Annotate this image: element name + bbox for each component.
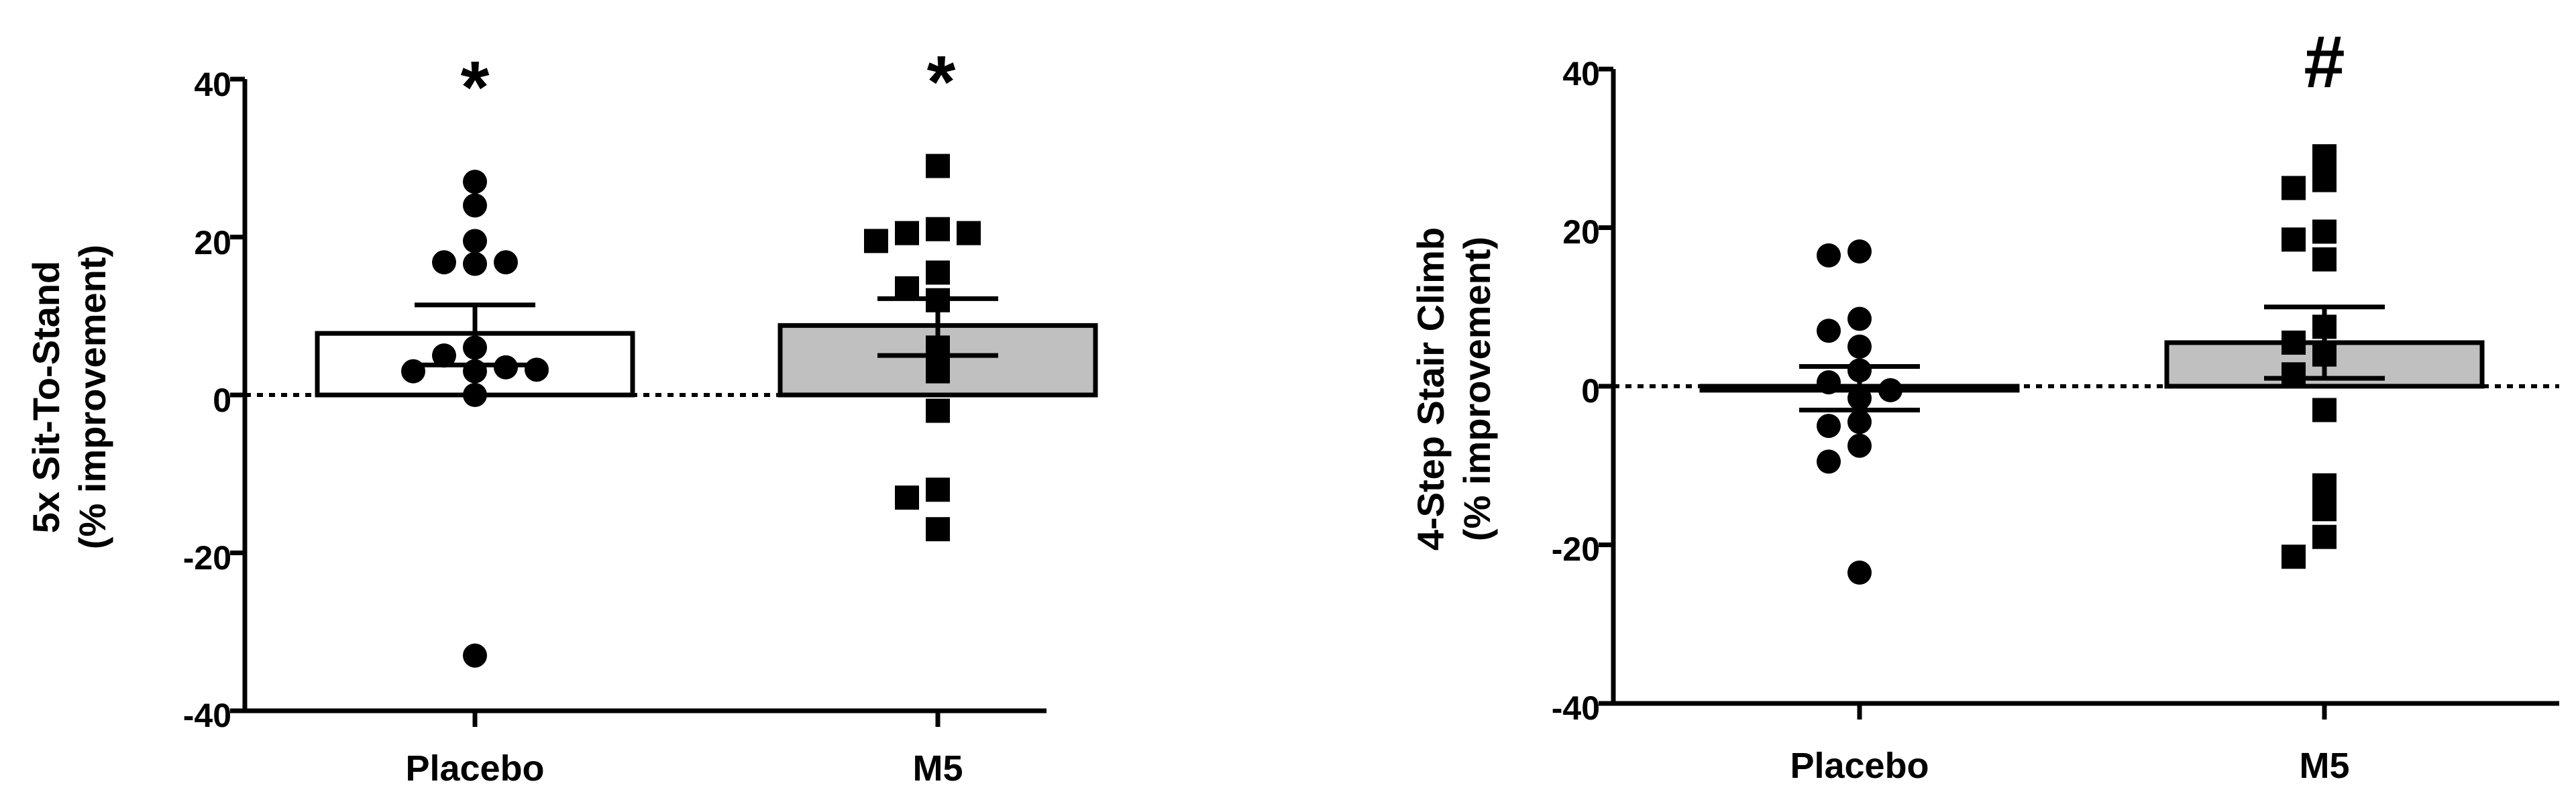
y-tick-label-minus40: -40 xyxy=(1552,689,1600,727)
x-category-label-placebo: Placebo xyxy=(1790,746,1929,786)
data-point-placebo xyxy=(1847,239,1872,264)
data-point-m5 xyxy=(2312,398,2337,422)
y-tick-label-40: 40 xyxy=(194,66,231,103)
data-point-placebo xyxy=(463,193,487,218)
data-point-placebo xyxy=(463,383,487,407)
data-point-placebo xyxy=(432,250,456,275)
data-point-m5 xyxy=(926,517,950,542)
plot-area xyxy=(1599,66,2559,720)
data-point-m5 xyxy=(895,485,919,510)
significance-marker-m5: * xyxy=(927,41,956,123)
data-point-m5 xyxy=(2312,473,2337,498)
panel-stair-climb: 4-Step Stair Climb (% improvement) 40 20… xyxy=(1409,21,2559,786)
data-point-placebo xyxy=(1847,306,1872,331)
data-point-placebo xyxy=(463,229,487,253)
data-point-m5 xyxy=(926,154,950,178)
data-point-placebo xyxy=(1847,560,1872,585)
data-point-m5 xyxy=(926,398,950,423)
plot-area xyxy=(230,76,1098,727)
data-point-m5 xyxy=(926,217,950,241)
y-tick-label-20: 20 xyxy=(1562,213,1600,251)
y-tick-label-20: 20 xyxy=(194,224,231,262)
data-point-m5 xyxy=(2282,545,2306,569)
y-axis-title-line2: (% improvement) xyxy=(71,245,113,549)
x-category-label-placebo: Placebo xyxy=(405,748,544,789)
y-tick-label-0: 0 xyxy=(1581,372,1600,410)
data-point-m5 xyxy=(2312,247,2337,272)
y-axis-title-line2: (% improvement) xyxy=(1456,237,1498,541)
data-point-placebo xyxy=(1817,370,1841,395)
data-point-m5 xyxy=(864,229,888,253)
data-point-placebo xyxy=(1817,449,1841,474)
data-point-placebo xyxy=(1847,410,1872,435)
data-point-m5 xyxy=(2312,144,2337,169)
y-axis-title: 4-Step Stair Climb (% improvement) xyxy=(1409,227,1498,551)
data-point-placebo xyxy=(1817,414,1841,439)
data-point-placebo xyxy=(463,643,487,668)
data-point-placebo xyxy=(1817,319,1841,343)
y-tick-label-minus20: -20 xyxy=(1552,530,1600,568)
significance-marker-placebo: * xyxy=(461,46,490,129)
data-point-placebo xyxy=(463,251,487,276)
data-point-m5 xyxy=(2282,362,2306,387)
data-point-m5 xyxy=(926,260,950,285)
data-point-m5 xyxy=(926,477,950,502)
data-point-placebo xyxy=(432,343,456,368)
data-point-placebo xyxy=(494,250,518,275)
y-axis-title-line1: 5x Sit-To-Stand xyxy=(25,261,67,534)
data-point-m5 xyxy=(2282,330,2306,355)
x-category-label-m5: M5 xyxy=(2299,746,2349,786)
x-category-label-m5: M5 xyxy=(912,748,963,789)
y-axis-title-line1: 4-Step Stair Climb xyxy=(1409,227,1452,551)
data-point-m5 xyxy=(895,221,919,245)
y-tick-label-40: 40 xyxy=(1562,55,1600,93)
data-point-placebo xyxy=(1878,378,1902,402)
data-point-placebo xyxy=(1847,433,1872,458)
significance-marker-m5: # xyxy=(2304,21,2345,103)
data-point-m5 xyxy=(2312,219,2337,244)
y-tick-label-minus20: -20 xyxy=(183,539,231,577)
data-point-m5 xyxy=(2312,524,2337,549)
data-point-placebo xyxy=(525,357,549,382)
data-point-m5 xyxy=(926,359,950,384)
data-point-m5 xyxy=(957,221,981,245)
data-point-placebo xyxy=(463,170,487,194)
data-point-placebo xyxy=(1817,243,1841,268)
data-point-m5 xyxy=(2282,227,2306,252)
data-point-m5 xyxy=(2312,497,2337,522)
y-tick-label-minus40: -40 xyxy=(183,697,231,734)
data-point-m5 xyxy=(2312,168,2337,192)
data-point-m5 xyxy=(2282,176,2306,200)
y-tick-label-0: 0 xyxy=(213,382,231,419)
panel-sit-to-stand: 5x Sit-To-Stand (% improvement) 40 20 0 … xyxy=(25,41,1098,789)
data-point-placebo xyxy=(494,355,518,380)
data-point-placebo xyxy=(1847,334,1872,359)
y-axis-title: 5x Sit-To-Stand (% improvement) xyxy=(25,245,113,549)
